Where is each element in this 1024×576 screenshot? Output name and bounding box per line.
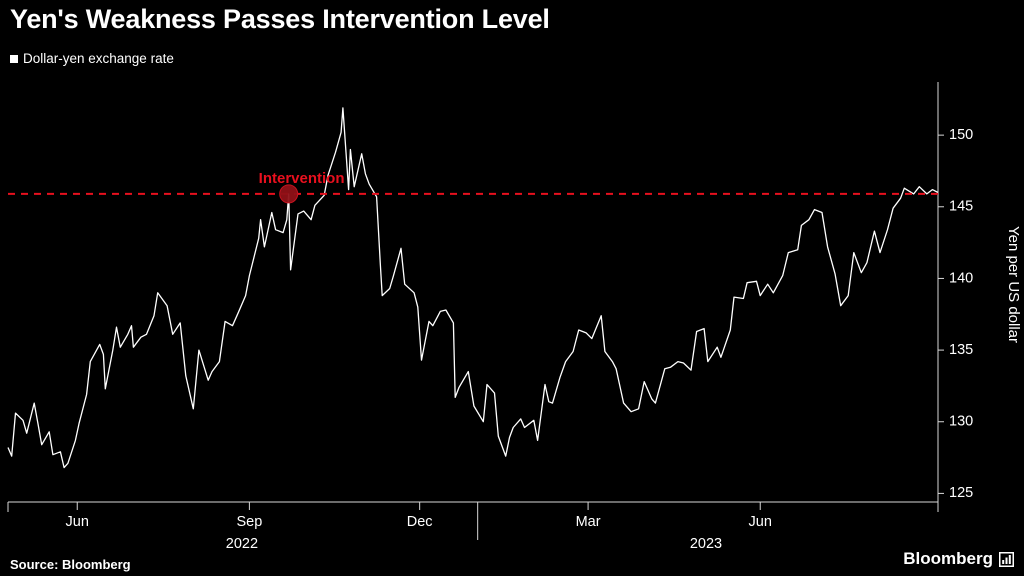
exchange-rate-chart: 125 130 135 140 145 150 Jun Sep Dec Mar Jun 2022 202… [7,82,973,552]
x-tick-label: Jun [66,514,89,530]
source-text: Source: Bloomberg [10,557,131,572]
year-label: 2023 [690,536,722,552]
page-title: Yen's Weakness Passes Intervention Level [10,4,550,34]
bloomberg-chart-icon [999,551,1014,567]
intervention-dot [279,184,299,204]
y-tick-label: 150 [949,127,973,143]
x-tick-label: Jun [749,514,772,530]
y-tick-label: 140 [949,270,973,286]
price-line [7,107,939,469]
bloomberg-wordmark: Bloomberg [903,549,993,568]
legend-label: Dollar-yen exchange rate [23,51,174,66]
bloomberg-logo: Bloomberg [903,549,1014,569]
y-axis-title: Yen per US dollar [1005,226,1022,344]
legend: Dollar-yen exchange rate [10,51,174,66]
legend-swatch-icon [10,54,18,63]
x-tick-label: Sep [236,514,262,530]
year-label: 2022 [226,536,258,552]
y-tick-label: 125 [949,485,973,501]
y-tick-label: 145 [949,199,973,215]
intervention-label: Intervention [259,170,345,187]
y-tick-label: 135 [949,342,973,358]
x-tick-label: Mar [576,514,601,530]
y-tick-label: 130 [949,414,973,430]
x-tick-label: Dec [407,514,433,530]
